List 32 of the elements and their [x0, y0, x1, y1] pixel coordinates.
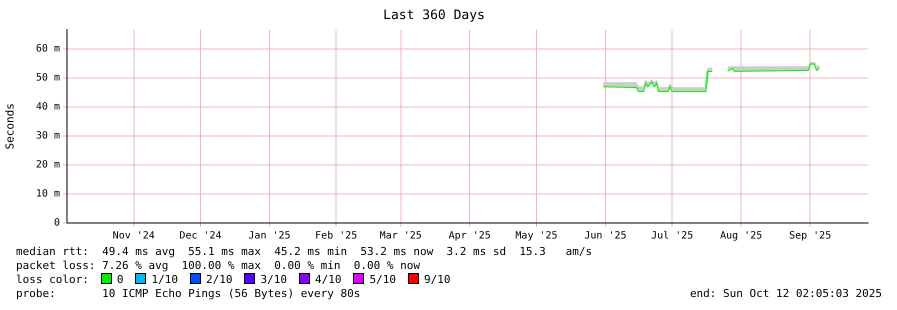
text: end: Sun Oct 12 02:05:03 2025 — [690, 287, 882, 301]
text: packet loss: 7.26 % avg 100.00 % max 0.00 % min 0.00 % now — [16, 259, 421, 273]
y-tick-label: 20 m — [36, 160, 60, 171]
legend-label: 3/10 — [260, 273, 287, 286]
y-tick-label: 30 m — [36, 130, 60, 142]
legend-label: 0 — [116, 273, 124, 286]
x-tick-label: Nov '24 — [112, 230, 155, 242]
x-tick-label: Mar '25 — [380, 230, 422, 242]
x-tick-label: Apr '25 — [448, 230, 491, 242]
x-tick-label: Aug '25 — [720, 230, 762, 242]
x-tick-label: Sep '25 — [789, 230, 832, 242]
chart-title: Last 360 Days — [383, 8, 485, 24]
y-tick-label: 40 m — [36, 101, 60, 112]
legend-label: 4/10 — [314, 273, 342, 286]
x-tick-label: May '25 — [515, 230, 558, 242]
x-tick-label: Jan '25 — [248, 230, 291, 242]
y-axis-title: Seconds — [3, 103, 16, 150]
x-tick-label: Jul '25 — [651, 230, 694, 242]
x-tick-label: Feb '25 — [315, 230, 358, 242]
legend-title: loss color: — [16, 273, 89, 286]
y-tick-label: 50 m — [36, 72, 60, 84]
x-tick-label: Dec '24 — [179, 230, 222, 242]
y-tick-label: 0 — [54, 218, 60, 229]
legend-label: 2/10 — [206, 273, 232, 286]
y-tick-label: 60 m — [36, 43, 60, 54]
text: median rtt: 49.4 ms avg 55.1 ms max 45.2 ms min 53.2 ms now 3.2 ms sd 15.3 am/s — [16, 245, 594, 259]
y-tick-label: 10 m — [36, 188, 60, 200]
legend-label: 9/10 — [424, 273, 450, 286]
x-tick-label: Jun '25 — [584, 230, 627, 242]
legend-label: 5/10 — [369, 273, 396, 286]
legend-label: 1/10 — [151, 273, 178, 286]
text: probe: 10 ICMP Echo Pings (56 Bytes) every 80s — [16, 287, 360, 300]
